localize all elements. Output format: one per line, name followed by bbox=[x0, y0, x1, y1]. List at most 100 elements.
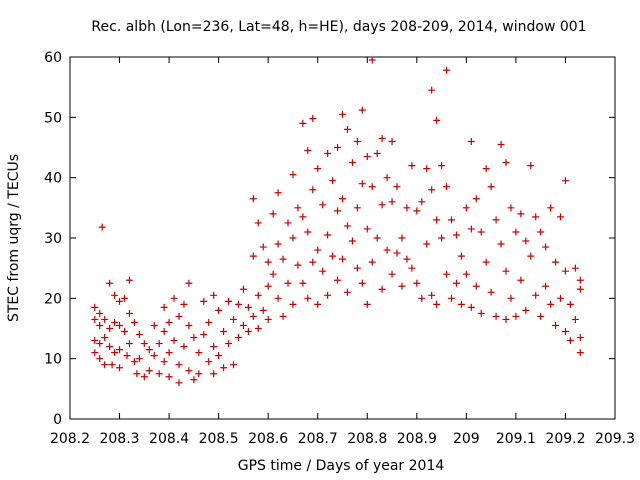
data-point bbox=[532, 213, 540, 221]
data-point bbox=[353, 264, 361, 272]
data-point bbox=[264, 258, 272, 266]
data-point bbox=[170, 294, 178, 302]
data-point bbox=[329, 177, 337, 185]
data-point bbox=[234, 300, 242, 308]
data-point bbox=[487, 183, 495, 191]
data-point bbox=[343, 222, 351, 230]
data-point bbox=[537, 228, 545, 236]
data-point bbox=[180, 343, 188, 351]
data-point bbox=[304, 228, 312, 236]
data-point bbox=[264, 282, 272, 290]
data-point bbox=[428, 291, 436, 299]
data-point bbox=[210, 343, 218, 351]
data-point bbox=[111, 318, 119, 326]
data-point bbox=[230, 315, 237, 323]
data-point bbox=[309, 258, 317, 266]
y-tick-label: 50 bbox=[44, 110, 62, 126]
data-point bbox=[160, 303, 168, 311]
data-point bbox=[234, 334, 242, 342]
data-point bbox=[433, 216, 441, 224]
data-point bbox=[393, 249, 401, 257]
x-axis-label: GPS time / Days of year 2014 bbox=[238, 458, 445, 474]
data-point bbox=[165, 318, 173, 326]
data-point bbox=[106, 343, 114, 351]
data-points bbox=[91, 56, 584, 387]
chart-title: Rec. albh (Lon=236, Lat=48, h=HE), days … bbox=[91, 19, 586, 35]
data-point bbox=[428, 186, 436, 194]
data-point bbox=[180, 300, 188, 308]
data-point bbox=[373, 150, 381, 158]
data-point bbox=[547, 204, 555, 212]
data-point bbox=[358, 106, 366, 114]
data-point bbox=[497, 140, 505, 148]
data-point bbox=[492, 312, 500, 320]
data-point bbox=[388, 137, 396, 145]
data-point bbox=[448, 216, 455, 224]
data-point bbox=[304, 147, 312, 155]
data-point bbox=[121, 294, 128, 302]
data-point bbox=[239, 321, 247, 329]
data-point bbox=[348, 237, 356, 245]
data-point bbox=[457, 252, 465, 260]
x-tick-label: 209 bbox=[453, 431, 480, 447]
data-point bbox=[423, 165, 431, 173]
data-point bbox=[150, 352, 158, 360]
data-point bbox=[363, 300, 371, 308]
data-point bbox=[576, 349, 584, 357]
data-point bbox=[185, 321, 193, 329]
data-point bbox=[457, 300, 465, 308]
data-point bbox=[299, 213, 307, 221]
data-point bbox=[373, 234, 381, 242]
x-tick-label: 208.8 bbox=[347, 431, 387, 447]
data-point bbox=[205, 358, 213, 366]
data-point bbox=[557, 213, 564, 221]
data-point bbox=[220, 364, 228, 372]
data-point bbox=[106, 279, 114, 287]
data-point bbox=[418, 198, 426, 206]
data-point bbox=[125, 276, 133, 284]
x-tick-label: 208.4 bbox=[149, 431, 189, 447]
data-point bbox=[433, 300, 441, 308]
data-point bbox=[502, 315, 510, 323]
data-point bbox=[230, 361, 237, 369]
x-tick-label: 209.2 bbox=[545, 431, 585, 447]
data-point bbox=[517, 210, 525, 218]
data-point bbox=[532, 291, 540, 299]
data-point bbox=[339, 255, 346, 263]
data-point bbox=[571, 315, 579, 323]
data-point bbox=[279, 312, 287, 320]
data-point bbox=[448, 294, 455, 302]
data-point bbox=[274, 294, 282, 302]
data-point bbox=[111, 291, 119, 299]
data-point bbox=[552, 321, 560, 329]
data-point bbox=[561, 328, 569, 336]
x-tick-label: 209.1 bbox=[496, 431, 536, 447]
data-point bbox=[279, 255, 287, 263]
data-point bbox=[150, 321, 158, 329]
x-tick-label: 208.3 bbox=[99, 431, 139, 447]
data-point bbox=[343, 288, 351, 296]
data-point bbox=[507, 204, 515, 212]
data-point bbox=[502, 159, 510, 167]
data-point bbox=[403, 204, 411, 212]
data-point bbox=[130, 318, 138, 326]
data-point bbox=[522, 306, 530, 314]
data-point bbox=[106, 325, 114, 332]
data-point bbox=[175, 312, 183, 320]
data-point bbox=[116, 346, 124, 354]
data-point bbox=[304, 294, 312, 302]
data-point bbox=[566, 300, 574, 308]
data-point bbox=[96, 309, 104, 317]
y-tick-label: 30 bbox=[44, 231, 62, 247]
data-point bbox=[249, 252, 257, 260]
data-point bbox=[378, 285, 386, 293]
data-point bbox=[116, 364, 124, 372]
data-point bbox=[101, 361, 109, 369]
data-point bbox=[309, 115, 317, 123]
data-point bbox=[185, 279, 193, 287]
data-point bbox=[348, 159, 356, 167]
data-point bbox=[388, 270, 396, 278]
data-point bbox=[175, 379, 183, 387]
data-point bbox=[116, 321, 124, 329]
data-point bbox=[334, 276, 342, 284]
